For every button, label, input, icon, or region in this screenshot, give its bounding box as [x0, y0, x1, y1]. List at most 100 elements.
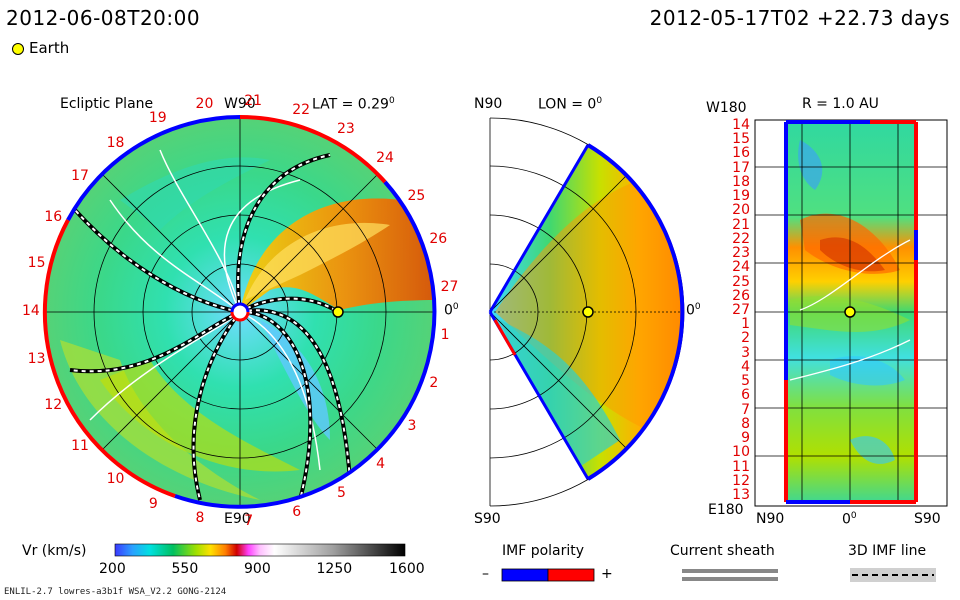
ecliptic-right-label-degree: 0	[452, 302, 459, 312]
current-sheath-title: Current sheath	[670, 543, 775, 559]
carrington-number: 14	[22, 303, 40, 319]
colorbar-gradient	[114, 543, 406, 557]
model-footer: ENLIL-2.7 lowres-a3b1f WSA_V2.2 GONG-212…	[4, 587, 227, 597]
radial-y-tick: 1	[741, 316, 750, 333]
radial-y-tick: 12	[732, 472, 750, 489]
lon-label-degree: 0	[596, 96, 603, 106]
ecliptic-top-label: W90	[224, 96, 256, 112]
radial-top-label: W180	[706, 100, 747, 116]
radial-r-label: R = 1.0 AU	[802, 96, 879, 112]
radial-y-tick: 17	[732, 159, 750, 176]
carrington-number: 22	[292, 101, 311, 118]
carrington-number: 6	[292, 504, 302, 521]
radial-y-tick: 2	[741, 330, 750, 347]
radial-y-tick: 4	[741, 358, 750, 375]
carrington-number: 3	[407, 418, 417, 435]
carrington-number: 2	[429, 374, 439, 391]
earth-legend-label: Earth	[29, 39, 70, 57]
radial-x-mid: 00	[842, 511, 857, 528]
radial-y-tick: 15	[732, 131, 750, 148]
ecliptic-right-label-text: 0	[444, 302, 453, 319]
radial-y-tick: 24	[732, 259, 750, 276]
carrington-number: 25	[407, 187, 426, 204]
current-sheath-line-1	[682, 569, 778, 573]
colorbar-tick: 550	[171, 561, 199, 577]
radial-y-tick: 7	[741, 401, 750, 418]
carrington-number: 7	[244, 512, 254, 529]
colorbar-tick: 1250	[316, 561, 353, 577]
colorbar-label: Vr (km/s)	[22, 543, 87, 559]
carrington-number: 13	[27, 351, 46, 368]
radial-y-tick: 13	[732, 487, 750, 503]
radial-y-tick: 27	[732, 302, 750, 318]
meridional-plane-plot	[488, 117, 685, 507]
colorbar-tick: 900	[244, 561, 271, 577]
radial-x-right: S90	[914, 511, 941, 527]
carrington-number: 16	[44, 208, 63, 225]
radial-y-tick: 3	[741, 344, 750, 361]
radial-y-tick: 16	[732, 145, 750, 162]
carrington-number: 18	[106, 134, 125, 151]
radial-x-left: N90	[756, 511, 785, 527]
meridional-top-label: N90	[474, 96, 503, 112]
imf-polarity-plus: +	[601, 566, 613, 582]
radial-y-tick: 26	[732, 287, 750, 304]
carrington-number: 9	[148, 495, 158, 512]
lat-label-text: LAT = 0.29	[312, 96, 389, 113]
carrington-number: 11	[71, 437, 89, 454]
meridional-right-label-text: 0	[686, 302, 695, 319]
earth-icon	[12, 42, 24, 55]
meridional-bottom-label: S90	[474, 511, 501, 527]
carrington-number: 12	[44, 397, 63, 414]
carrington-number: 26	[429, 231, 448, 248]
carrington-number: 1	[440, 327, 450, 344]
right-timestamp: 2012-05-17T02 +22.73 days	[649, 6, 950, 30]
ecliptic-earth-marker	[332, 306, 344, 318]
radial-y-tick: 14	[732, 117, 750, 133]
current-sheath-line-2	[682, 577, 778, 581]
carrington-number: 4	[376, 455, 386, 472]
ecliptic-title: Ecliptic Plane	[60, 96, 154, 112]
ecliptic-right-label: 00	[444, 302, 459, 319]
meridional-earth-marker	[582, 306, 594, 318]
ecliptic-bottom-label: E90	[224, 511, 251, 527]
radial-y-tick: 25	[732, 273, 750, 290]
colorbar-tick: 1600	[389, 561, 425, 577]
carrington-number: 27	[440, 278, 459, 295]
carrington-number: 21	[244, 93, 263, 110]
ecliptic-plane-plot	[42, 115, 437, 509]
lat-label-degree: 0	[388, 96, 395, 106]
radial-bottom-label: E180	[708, 502, 744, 518]
carrington-number: 20	[195, 96, 214, 113]
imf-line-title: 3D IMF line	[848, 543, 927, 559]
radial-y-tick: 22	[732, 230, 750, 247]
polarity-positive-swatch	[547, 568, 595, 582]
carrington-number: 23	[337, 121, 355, 138]
radial-surface-plot	[754, 119, 948, 507]
imf-polarity-minus: –	[482, 566, 489, 582]
carrington-number: 15	[27, 254, 46, 271]
carrington-number: 24	[376, 150, 394, 167]
carrington-number: 5	[337, 484, 346, 501]
lon-label-text: LON = 0	[538, 96, 597, 113]
radial-y-tick: 6	[741, 387, 750, 404]
left-timestamp: 2012-06-08T20:00	[6, 6, 201, 30]
imf-polarity-title: IMF polarity	[502, 543, 585, 559]
lat-label: LAT = 0.290	[312, 96, 395, 113]
lon-label: LON = 00	[538, 96, 602, 113]
radial-x-mid-degree: 0	[850, 511, 857, 521]
radial-y-tick: 23	[732, 245, 750, 262]
radial-x-mid-text: 0	[842, 511, 851, 528]
carrington-number: 10	[106, 471, 125, 488]
radial-y-tick: 19	[732, 188, 750, 205]
meridional-right-label: 00	[686, 302, 701, 319]
colorbar-tick: 200	[99, 561, 126, 577]
radial-y-tick: 10	[732, 444, 750, 461]
radial-y-tick: 20	[732, 202, 750, 219]
carrington-number: 19	[148, 110, 167, 127]
radial-y-tick: 18	[732, 173, 750, 190]
polarity-negative-swatch	[501, 568, 549, 582]
meridional-right-label-degree: 0	[694, 302, 701, 312]
radial-y-tick: 21	[732, 216, 750, 233]
